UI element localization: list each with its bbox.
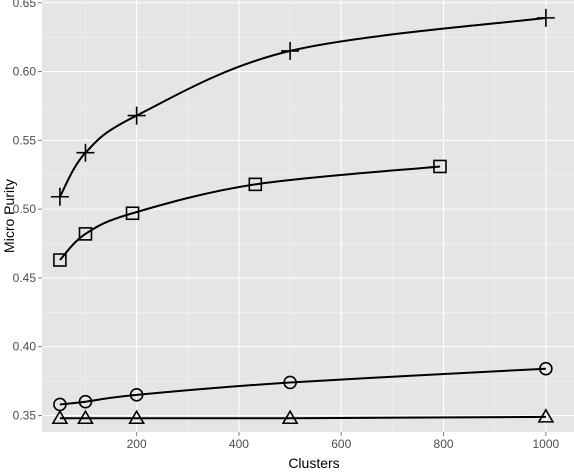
y-axis-title: Micro Purity xyxy=(1,179,17,253)
series-line xyxy=(59,165,441,261)
x-tick-label: 1000 xyxy=(533,437,560,451)
y-tick-label: 0.55 xyxy=(13,133,37,147)
series-square xyxy=(53,159,447,267)
x-tick-label: 600 xyxy=(331,437,351,451)
circle-marker xyxy=(283,375,297,390)
series-line xyxy=(59,415,546,420)
triangle-marker xyxy=(128,409,146,425)
plus-marker xyxy=(50,187,69,206)
y-tick-label: 0.35 xyxy=(13,408,37,422)
square-marker xyxy=(433,159,447,174)
circle-marker xyxy=(539,361,553,376)
square-marker xyxy=(78,227,93,241)
y-axis: 0.35 0.40 0.45 0.50 0.55 0.60 0.65 xyxy=(13,0,42,422)
major-gridlines xyxy=(42,0,574,432)
plus-marker xyxy=(281,41,300,60)
triangle-marker xyxy=(281,409,299,425)
y-tick-label: 0.65 xyxy=(13,0,37,10)
square-marker xyxy=(248,177,263,192)
plus-marker xyxy=(127,106,146,125)
triangle-marker xyxy=(77,409,94,425)
x-axis: 200 400 600 800 1000 xyxy=(127,432,560,451)
plus-marker xyxy=(536,8,555,27)
y-tick-label: 0.40 xyxy=(13,340,37,354)
square-marker xyxy=(125,206,140,221)
square-marker xyxy=(53,253,67,267)
x-tick-label: 200 xyxy=(127,437,147,451)
x-axis-title: Clusters xyxy=(288,455,339,471)
y-tick-label: 0.50 xyxy=(13,202,37,216)
series-plus xyxy=(50,8,555,206)
y-tick-label: 0.60 xyxy=(13,65,37,79)
x-tick-label: 400 xyxy=(229,437,249,451)
series-layer xyxy=(50,8,555,425)
plus-marker xyxy=(76,143,95,162)
triangle-marker xyxy=(51,409,69,425)
series-triangle xyxy=(51,408,555,425)
circle-marker xyxy=(129,388,144,402)
series-line xyxy=(59,367,546,406)
circle-marker xyxy=(78,394,93,409)
y-tick-label: 0.45 xyxy=(13,271,37,285)
x-tick-label: 800 xyxy=(434,437,454,451)
triangle-marker xyxy=(537,408,555,423)
